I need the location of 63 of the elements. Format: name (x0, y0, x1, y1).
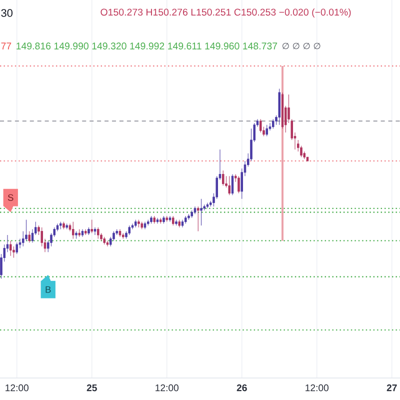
candlestick (62, 221, 65, 230)
candlestick (272, 118, 274, 129)
x-tick-label: 12:00 (156, 384, 178, 392)
annotation: S (8, 194, 14, 201)
x-tick-label: 26 (236, 384, 247, 392)
candlestick (122, 232, 124, 240)
candlestick (128, 225, 131, 236)
annotation: B (46, 286, 51, 293)
candlestick (78, 229, 81, 238)
candlestick (106, 240, 109, 247)
candlestick (156, 218, 159, 224)
candlestick (206, 202, 209, 209)
candlestick (162, 216, 165, 224)
text: ∅ ∅ ∅ ∅ (282, 42, 320, 50)
candlestick (181, 220, 184, 228)
candlestick (134, 220, 137, 228)
x-tick-label: 12:00 (306, 384, 328, 392)
candlestick (90, 220, 94, 234)
candlestick (138, 220, 140, 228)
candlestick (259, 118, 262, 133)
candlestick (184, 216, 187, 224)
candlestick (175, 220, 178, 226)
candlestick (172, 216, 174, 226)
candlestick (140, 221, 144, 230)
candlestick (144, 221, 146, 230)
text: O150.273 H150.276 L150.251 C150.253 −0.020 (−0.01%) (100, 8, 351, 18)
candlestick (188, 214, 190, 220)
x-tick-label: 12:00 (6, 384, 28, 392)
candlestick (28, 230, 31, 243)
candlestick (81, 229, 84, 238)
candlestick (66, 223, 68, 230)
candlestick (118, 229, 122, 238)
candlestick (190, 210, 194, 218)
candlestick (150, 216, 152, 224)
candlestick (146, 220, 150, 226)
candlestick (153, 216, 156, 224)
candlestick (75, 230, 78, 240)
candlestick (59, 221, 62, 230)
candlestick (72, 221, 74, 240)
candlestick (88, 227, 90, 236)
candlestick (103, 236, 106, 245)
candlestick (238, 176, 240, 194)
candlestick (9, 240, 12, 256)
candlestick (200, 198, 202, 226)
candlestick (196, 206, 200, 232)
candlestick (16, 242, 18, 254)
candlestick (278, 88, 281, 126)
text: 149.816 149.990 149.320 149.992 149.611 149.960 148.737 (16, 42, 278, 50)
chart-title: 30 (1, 9, 12, 17)
candlestick (194, 206, 196, 214)
candlestick (168, 216, 172, 222)
candlestick (96, 227, 100, 240)
text: 77 (1, 42, 12, 50)
candlestick (166, 216, 168, 222)
candlestick (266, 124, 268, 137)
x-tick-label: 25 (86, 384, 97, 392)
candlestick (94, 227, 96, 236)
candlestick (228, 176, 231, 196)
candlestick (84, 229, 87, 236)
candlestick (222, 170, 224, 186)
candlestick (178, 220, 181, 228)
x-tick-label: 27 (386, 384, 397, 392)
candlestick (159, 218, 162, 224)
